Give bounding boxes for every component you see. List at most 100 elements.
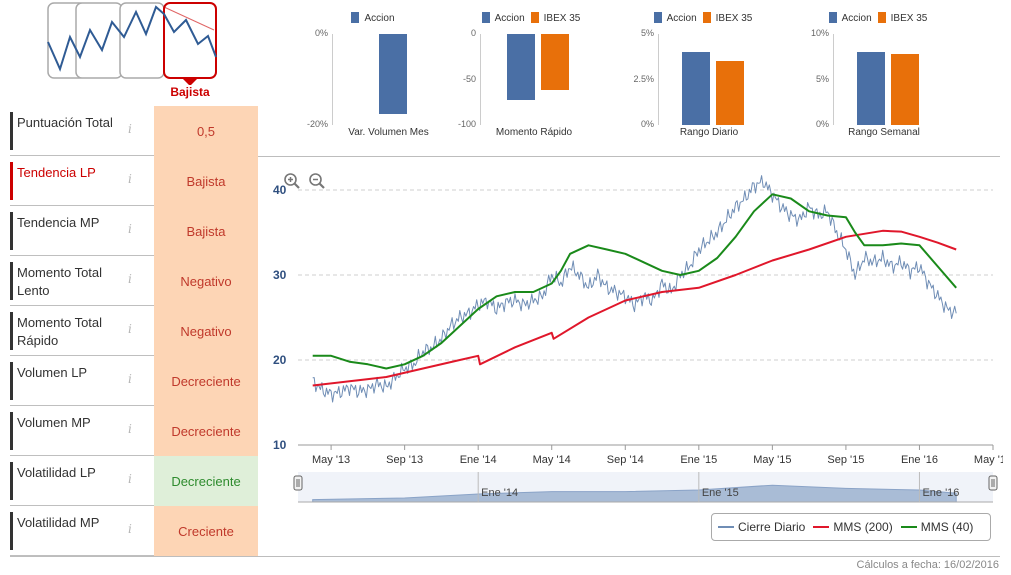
score-value: Decreciente [154,356,258,406]
info-icon[interactable]: i [128,472,132,486]
mini-legend: Accion [285,12,455,24]
navigator-handle-left[interactable] [293,475,303,491]
mini-axis [480,34,481,125]
score-row: Tendencia MP i Bajista [10,206,258,256]
score-table: Puntuación Total i 0,5 Tendencia LP i Bajista… [10,106,258,556]
row-marker [10,512,13,550]
zoom-out-icon[interactable] [308,172,326,190]
legend-swatch [653,12,662,23]
trend-frame-2 [75,2,123,79]
score-value: 0,5 [154,106,258,156]
legend-item-mms40[interactable]: MMS (40) [900,520,973,534]
info-icon[interactable]: i [128,172,132,186]
trend-pointer [182,78,198,86]
mini-chart: Accion IBEX 35 5% 2.5% 0% Rango Diario [630,0,770,150]
row-marker [10,362,13,400]
score-label: Momento Total Rápido [17,315,103,348]
info-icon[interactable]: i [128,272,132,286]
info-icon[interactable]: i [128,122,132,136]
score-label: Volatilidad MP [17,515,100,530]
score-row: Volatilidad MP i Creciente [10,506,258,556]
y-tick-label: 30 [273,268,287,282]
mini-tick: 5% [815,73,829,84]
mini-tick: 0% [314,28,328,38]
mini-tick: 5% [640,28,654,38]
info-icon[interactable]: i [128,322,132,336]
price-chart: 10 20 30 40 May '13 Sep '13 Ene '14 May '14 Sep … [273,175,1003,503]
mini-bar[interactable] [891,54,919,125]
score-label: Volatilidad LP [17,465,96,480]
legend-item-cierre[interactable]: Cierre Diario [718,520,805,534]
legend-swatch [351,12,360,23]
row-marker [10,262,13,300]
mini-chart: Accion IBEX 35 0 -50 -100 Momento Rápido [458,0,598,150]
mini-bar[interactable] [507,34,535,101]
trend-frame-active [163,2,217,79]
mini-axis [833,34,834,125]
info-icon[interactable]: i [128,522,132,536]
legend-swatch [702,12,711,23]
trend-line-dim [163,6,215,31]
mini-legend-label: IBEX 35 [890,13,928,24]
legend-label: Cierre Diario [738,520,806,534]
score-value: Decreciente [154,456,258,506]
row-marker [10,212,13,250]
x-tick-label: Sep '15 [827,454,864,466]
mini-chart: Accion IBEX 35 10% 5% 0% Rango Semanal [805,0,945,150]
trend-label-bg [170,85,210,99]
mini-tick: -20% [306,119,328,129]
trend-line [47,5,217,72]
mini-bar[interactable] [857,52,885,125]
series-line-mms-200- [312,229,957,387]
x-tick-label: May '16 [974,454,1003,466]
mini-bar[interactable] [541,34,569,91]
row-marker [10,112,13,150]
mini-chart: Accion 0% -20% Var. Volumen Mes [285,0,455,150]
mini-tick: 0% [640,119,654,129]
x-tick-label: Ene '14 [460,454,497,466]
x-tick-label: Ene '16 [901,454,938,466]
mini-bar[interactable] [378,34,407,114]
mini-legend: Accion IBEX 35 [630,12,770,24]
mini-legend: Accion IBEX 35 [805,12,945,24]
mini-title: Momento Rápido [495,127,573,138]
mini-legend-label: Accion [364,13,395,24]
score-row: Momento Total Lento i Negativo [10,256,258,306]
score-row: Tendencia LP i Bajista [10,156,258,206]
mini-legend-label: IBEX 35 [715,13,753,24]
info-icon[interactable]: i [128,372,132,386]
navigator-handle-right[interactable] [988,475,998,491]
x-tick-label: May '13 [312,454,350,466]
score-label: Volumen MP [17,415,91,430]
info-icon[interactable]: i [128,422,132,436]
legend-item-mms200[interactable]: MMS (200) [813,520,893,534]
x-tick-label: May '14 [533,454,571,466]
row-marker [10,462,13,500]
mini-tick: 2.5% [633,73,654,84]
mini-legend-label: IBEX 35 [543,13,581,24]
x-tick-label: Ene '15 [680,454,717,466]
score-value: Creciente [154,506,258,556]
mini-bar[interactable] [682,52,710,125]
navigator-label: Ene '14 [481,487,518,499]
divider [258,156,1000,157]
info-icon[interactable]: i [128,222,132,236]
legend-swatch [481,12,490,23]
navigator-label: Ene '15 [702,487,739,499]
score-label: Puntuación Total [17,115,113,130]
series-line-mms-40- [312,193,957,370]
score-label: Volumen LP [17,365,88,380]
mini-bar[interactable] [716,61,744,125]
mini-title: Rango Semanal [848,127,920,138]
legend-swatch [877,12,886,23]
trend-widget: Bajista [47,2,217,99]
x-tick-label: Sep '14 [607,454,644,466]
mini-tick: 0 [470,28,476,38]
score-row: Puntuación Total i 0,5 [10,106,258,156]
mini-axis [658,34,659,125]
row-marker [10,312,13,350]
score-value: Decreciente [154,406,258,456]
zoom-in-icon[interactable] [283,172,301,190]
mini-title: Var. Volumen Mes [348,127,429,138]
